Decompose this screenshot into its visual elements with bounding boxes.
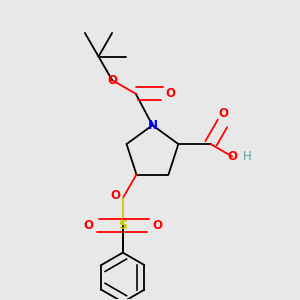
Text: O: O: [83, 219, 93, 232]
Text: O: O: [166, 87, 176, 100]
Text: H: H: [243, 150, 252, 163]
Text: O: O: [218, 107, 228, 120]
Text: O: O: [107, 74, 117, 87]
Text: O: O: [227, 150, 237, 163]
Text: O: O: [153, 219, 163, 232]
Text: N: N: [148, 119, 158, 132]
Text: S: S: [118, 219, 127, 232]
Text: O: O: [110, 189, 120, 202]
